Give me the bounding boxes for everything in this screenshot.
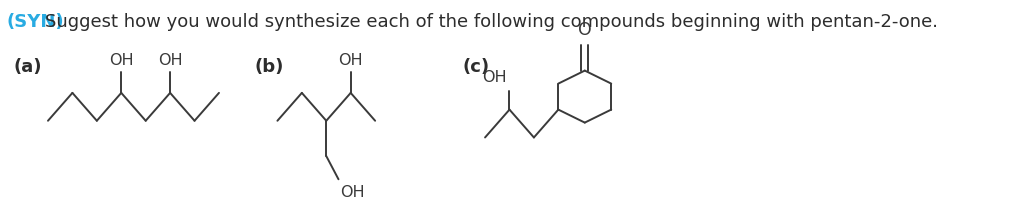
- Text: (a): (a): [13, 58, 41, 76]
- Text: OH: OH: [338, 53, 363, 68]
- Text: (c): (c): [462, 58, 489, 76]
- Text: OH: OH: [482, 70, 507, 85]
- Text: Suggest how you would synthesize each of the following compounds beginning with : Suggest how you would synthesize each of…: [45, 13, 939, 31]
- Text: O: O: [578, 21, 591, 39]
- Text: (b): (b): [254, 58, 284, 76]
- Text: OH: OH: [109, 53, 133, 68]
- Text: OH: OH: [340, 185, 365, 200]
- Text: (SYN): (SYN): [7, 13, 64, 31]
- Text: OH: OH: [158, 53, 182, 68]
